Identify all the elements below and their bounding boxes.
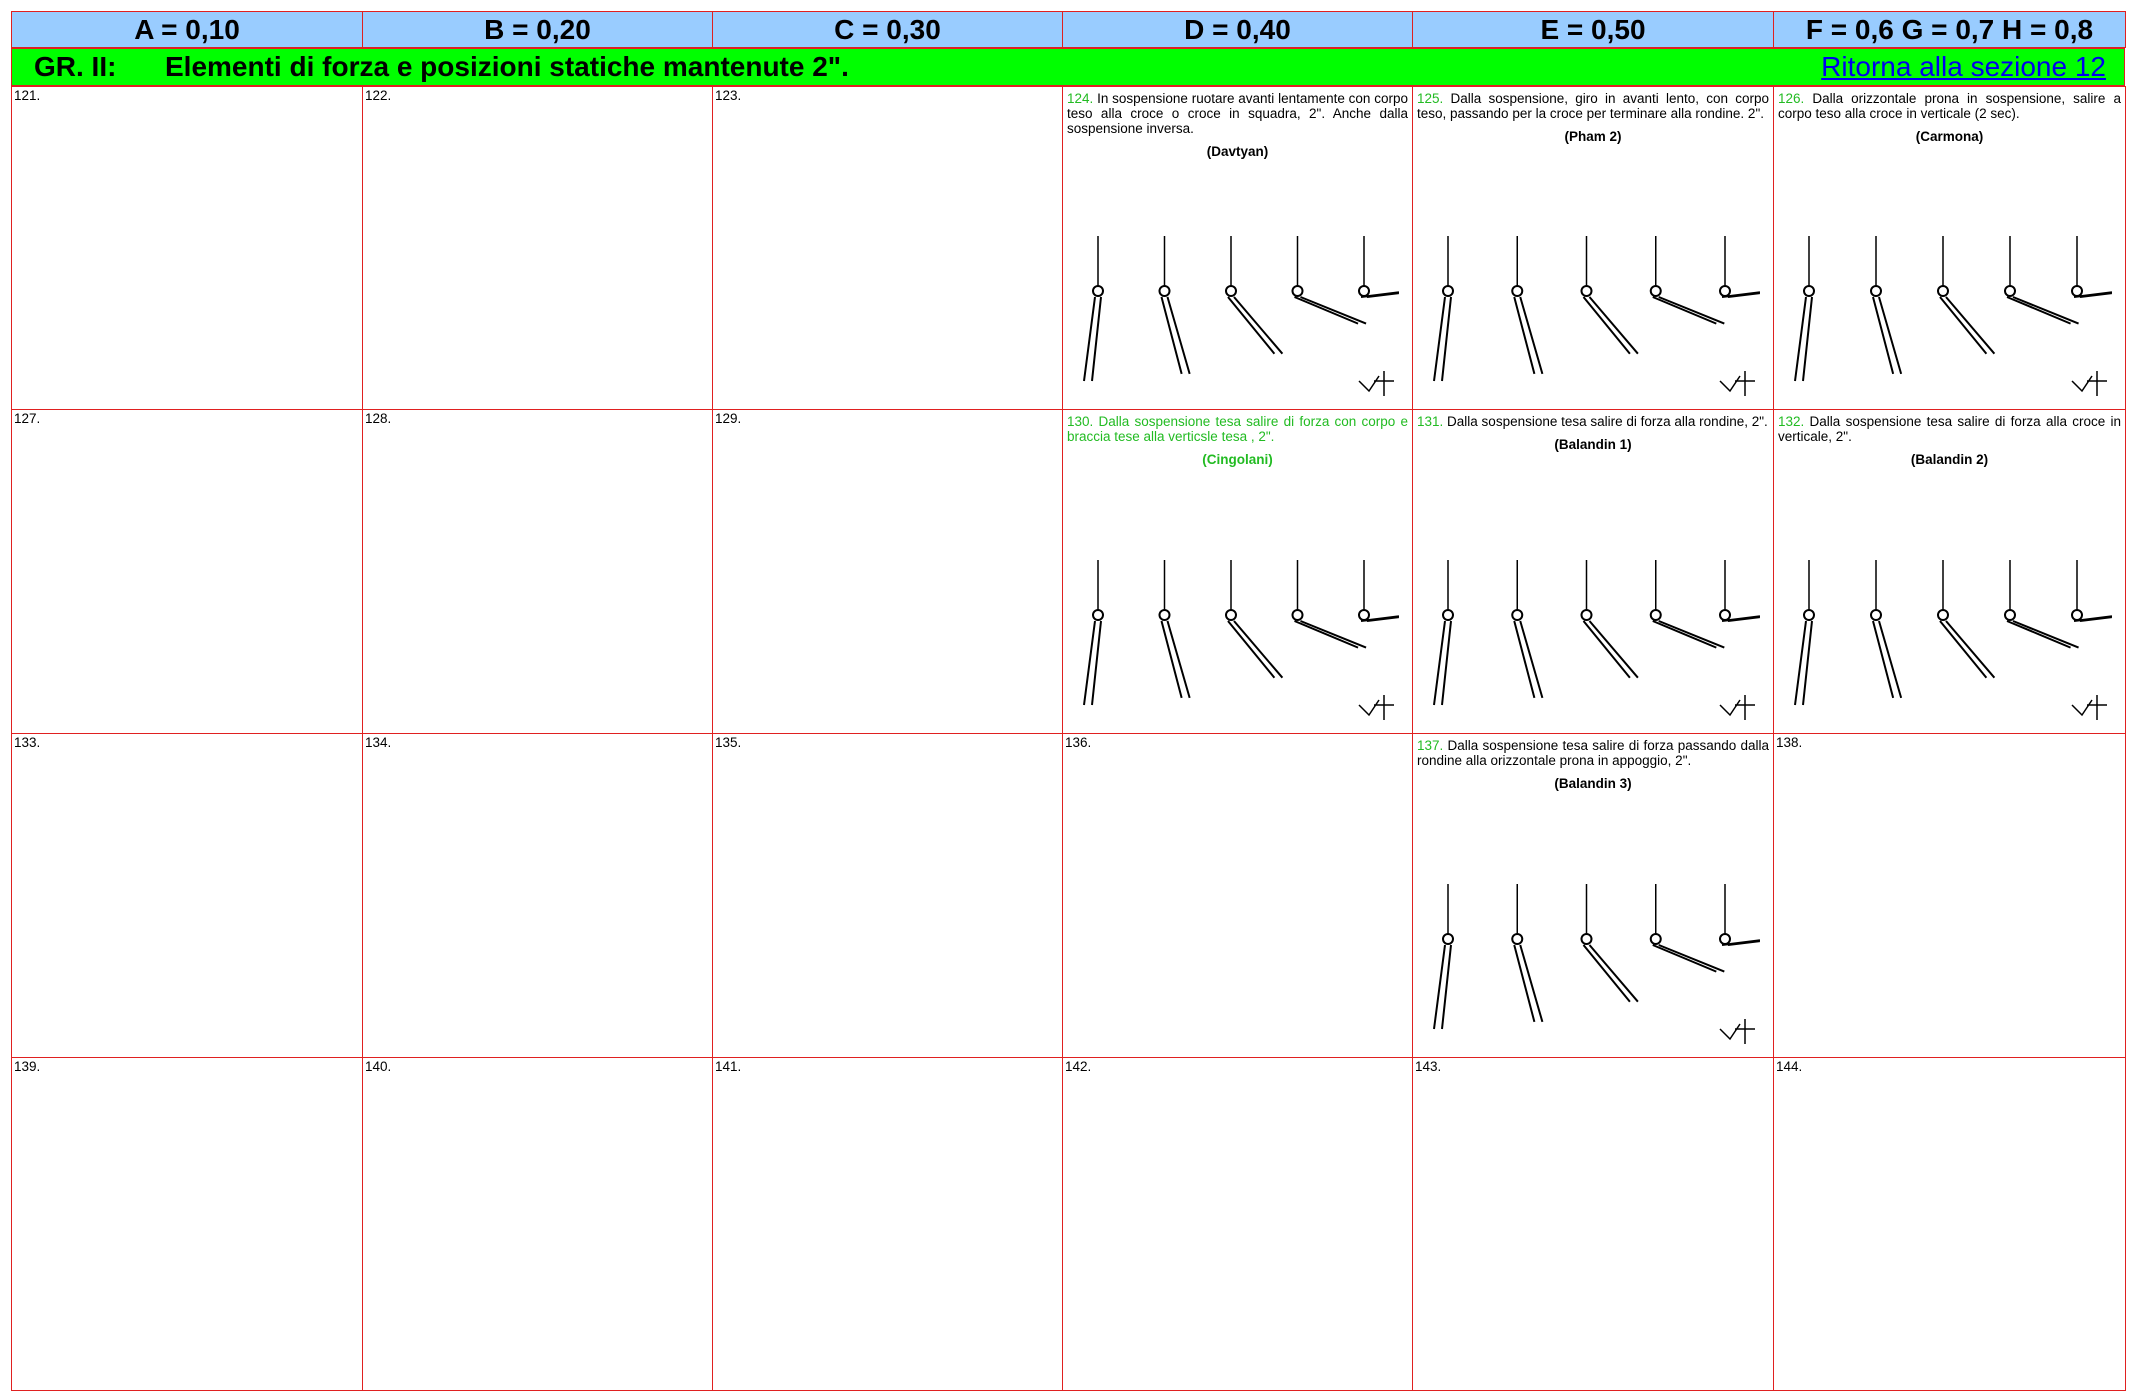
back-link[interactable]: Ritorna alla sezione 12 bbox=[1821, 51, 2106, 82]
element-number: 134. bbox=[365, 735, 392, 750]
element-text: Dalla sospensione tesa salire di forza p… bbox=[1417, 738, 1769, 768]
element-cell: 140. bbox=[362, 1057, 713, 1391]
illustration bbox=[1794, 560, 2112, 720]
column-header: B = 0,20 bbox=[362, 11, 713, 48]
element-number: 127. bbox=[14, 411, 41, 426]
element-description: 130. Dalla sospensione tesa salire di fo… bbox=[1067, 414, 1408, 467]
element-cell: 143. bbox=[1412, 1057, 1774, 1391]
element-description: 126. Dalla orizzontale prona in sospensi… bbox=[1778, 91, 2121, 144]
element-cell: 137. Dalla sospensione tesa salire di fo… bbox=[1412, 733, 1774, 1058]
column-header: F = 0,6 G = 0,7 H = 0,8 bbox=[1773, 11, 2126, 48]
element-cell: 127. bbox=[11, 409, 363, 734]
element-cell: 123. bbox=[712, 86, 1063, 410]
element-number: 144. bbox=[1776, 1059, 1803, 1074]
element-number: 133. bbox=[14, 735, 41, 750]
element-cell: 125. Dalla sospensione, giro in avanti l… bbox=[1412, 86, 1774, 410]
element-name: (Balandin 3) bbox=[1554, 776, 1632, 791]
element-cell: 128. bbox=[362, 409, 713, 734]
element-description: 125. Dalla sospensione, giro in avanti l… bbox=[1417, 91, 1769, 144]
element-number: 141. bbox=[715, 1059, 742, 1074]
column-header: D = 0,40 bbox=[1062, 11, 1413, 48]
illustration bbox=[1083, 560, 1399, 720]
illustration bbox=[1083, 236, 1399, 396]
group-row: GR. II: Elementi di forza e posizioni st… bbox=[11, 48, 2125, 86]
element-number: 121. bbox=[14, 88, 41, 103]
element-cell: 133. bbox=[11, 733, 363, 1058]
element-name: (Cingolani) bbox=[1202, 452, 1273, 467]
illustration bbox=[1433, 560, 1760, 720]
element-name: (Carmona) bbox=[1915, 129, 1984, 144]
group-title: Elementi di forza e posizioni statiche m… bbox=[165, 51, 849, 82]
element-text: In sospensione ruotare avanti lentamente… bbox=[1067, 91, 1408, 136]
element-cell: 130. Dalla sospensione tesa salire di fo… bbox=[1062, 409, 1413, 734]
element-cell: 144. bbox=[1773, 1057, 2126, 1391]
element-cell: 122. bbox=[362, 86, 713, 410]
element-number: 138. bbox=[1776, 735, 1803, 750]
element-text: Dalla orizzontale prona in sospensione, … bbox=[1778, 91, 2121, 121]
element-text: Dalla sospensione tesa salire di forza a… bbox=[1447, 414, 1768, 429]
element-cell: 131. Dalla sospensione tesa salire di fo… bbox=[1412, 409, 1774, 734]
element-number: 125. bbox=[1417, 91, 1444, 106]
element-text: Dalla sospensione tesa salire di forza a… bbox=[1778, 414, 2121, 444]
element-name: (Balandin 1) bbox=[1554, 437, 1632, 452]
element-cell: 121. bbox=[11, 86, 363, 410]
element-cell: 142. bbox=[1062, 1057, 1413, 1391]
column-header: E = 0,50 bbox=[1412, 11, 1774, 48]
element-number: 130. bbox=[1067, 414, 1094, 429]
element-description: 137. Dalla sospensione tesa salire di fo… bbox=[1417, 738, 1769, 791]
element-cell: 126. Dalla orizzontale prona in sospensi… bbox=[1773, 86, 2126, 410]
element-number: 135. bbox=[715, 735, 742, 750]
element-cell: 136. bbox=[1062, 733, 1413, 1058]
element-cell: 139. bbox=[11, 1057, 363, 1391]
element-number: 143. bbox=[1415, 1059, 1442, 1074]
element-cell: 138. bbox=[1773, 733, 2126, 1058]
element-number: 132. bbox=[1778, 414, 1805, 429]
group-label: GR. II: bbox=[34, 51, 117, 82]
element-number: 137. bbox=[1417, 738, 1444, 753]
element-number: 122. bbox=[365, 88, 392, 103]
element-description: 131. Dalla sospensione tesa salire di fo… bbox=[1417, 414, 1769, 452]
element-number: 124. bbox=[1067, 91, 1094, 106]
element-number: 123. bbox=[715, 88, 742, 103]
element-number: 136. bbox=[1065, 735, 1092, 750]
element-name: (Davtyan) bbox=[1206, 144, 1269, 159]
element-text: Dalla sospensione, giro in avanti lento,… bbox=[1417, 91, 1769, 121]
element-number: 129. bbox=[715, 411, 742, 426]
element-name: (Pham 2) bbox=[1564, 129, 1622, 144]
element-number: 128. bbox=[365, 411, 392, 426]
element-cell: 135. bbox=[712, 733, 1063, 1058]
element-number: 140. bbox=[365, 1059, 392, 1074]
element-description: 124. In sospensione ruotare avanti lenta… bbox=[1067, 91, 1408, 159]
column-header: C = 0,30 bbox=[712, 11, 1063, 48]
element-text: Dalla sospensione tesa salire di forza c… bbox=[1067, 414, 1408, 444]
illustration bbox=[1794, 236, 2112, 396]
element-number: 131. bbox=[1417, 414, 1444, 429]
illustration bbox=[1433, 236, 1760, 396]
element-cell: 124. In sospensione ruotare avanti lenta… bbox=[1062, 86, 1413, 410]
element-cell: 129. bbox=[712, 409, 1063, 734]
illustration bbox=[1433, 884, 1760, 1044]
element-cell: 141. bbox=[712, 1057, 1063, 1391]
element-description: 132. Dalla sospensione tesa salire di fo… bbox=[1778, 414, 2121, 467]
element-name: (Balandin 2) bbox=[1910, 452, 1989, 467]
element-cell: 134. bbox=[362, 733, 713, 1058]
element-number: 139. bbox=[14, 1059, 41, 1074]
column-header: A = 0,10 bbox=[11, 11, 363, 48]
element-cell: 132. Dalla sospensione tesa salire di fo… bbox=[1773, 409, 2126, 734]
element-number: 126. bbox=[1778, 91, 1805, 106]
element-number: 142. bbox=[1065, 1059, 1092, 1074]
